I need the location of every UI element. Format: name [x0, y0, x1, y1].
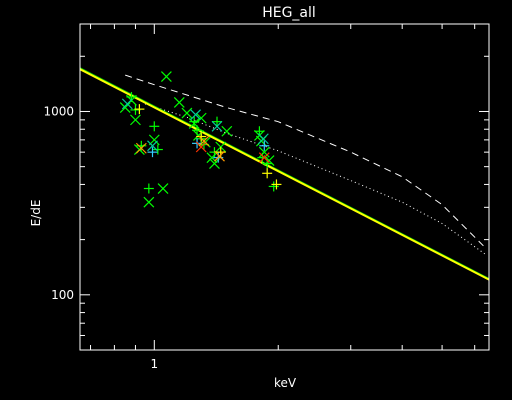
x-marker-point	[258, 146, 270, 158]
x-marker-point	[148, 134, 160, 146]
axes: 1 100 1000	[43, 23, 490, 371]
plus-marker-point	[152, 144, 163, 155]
plot-frame	[79, 23, 490, 351]
x-marker-point	[173, 97, 185, 108]
plus-marker-point	[212, 116, 223, 127]
series-lines	[79, 67, 490, 281]
x-marker-point	[214, 150, 225, 162]
x-marker-point	[221, 125, 233, 137]
x-marker-point	[195, 141, 207, 153]
plus-marker-point	[268, 181, 279, 192]
y-tick-label: 100	[51, 288, 74, 302]
series-line-dashed	[125, 74, 484, 247]
chart-title: HEG_all	[262, 5, 316, 21]
y-axis-label: E/dE	[29, 200, 43, 227]
x-marker-point	[211, 120, 223, 132]
series-line-dotted	[144, 103, 487, 256]
series-line-solid	[79, 68, 490, 281]
plus-marker-point	[143, 183, 154, 194]
series-points	[119, 71, 282, 208]
x-axis-label: keV	[274, 376, 297, 390]
plus-marker-point	[196, 131, 207, 142]
plus-marker-point	[262, 168, 273, 179]
x-marker-point	[160, 71, 172, 83]
x-marker-point	[130, 114, 141, 126]
plus-marker-point	[192, 125, 203, 136]
x-marker-point	[119, 102, 131, 114]
plus-marker-point	[259, 140, 270, 151]
x-marker-point	[157, 183, 169, 194]
x-marker-point	[143, 196, 155, 208]
x-marker-point	[135, 142, 147, 154]
plus-marker-point	[136, 140, 147, 151]
x-marker-point	[215, 141, 227, 153]
x-marker-point	[147, 140, 158, 152]
x-marker-point	[181, 107, 193, 119]
x-marker-point	[121, 98, 133, 110]
plus-marker-point	[134, 104, 145, 115]
y-tick-label: 1000	[43, 104, 74, 118]
plus-marker-point	[271, 179, 282, 190]
x-marker-point	[257, 133, 269, 145]
plus-marker-point	[149, 121, 160, 132]
plus-marker-point	[257, 152, 268, 163]
x-tick-label: 1	[150, 357, 158, 371]
x-marker-point	[190, 109, 202, 121]
plus-marker-point	[147, 147, 158, 158]
x-marker-point	[258, 152, 270, 164]
plus-marker-point	[189, 116, 200, 127]
x-marker-point	[198, 135, 210, 147]
